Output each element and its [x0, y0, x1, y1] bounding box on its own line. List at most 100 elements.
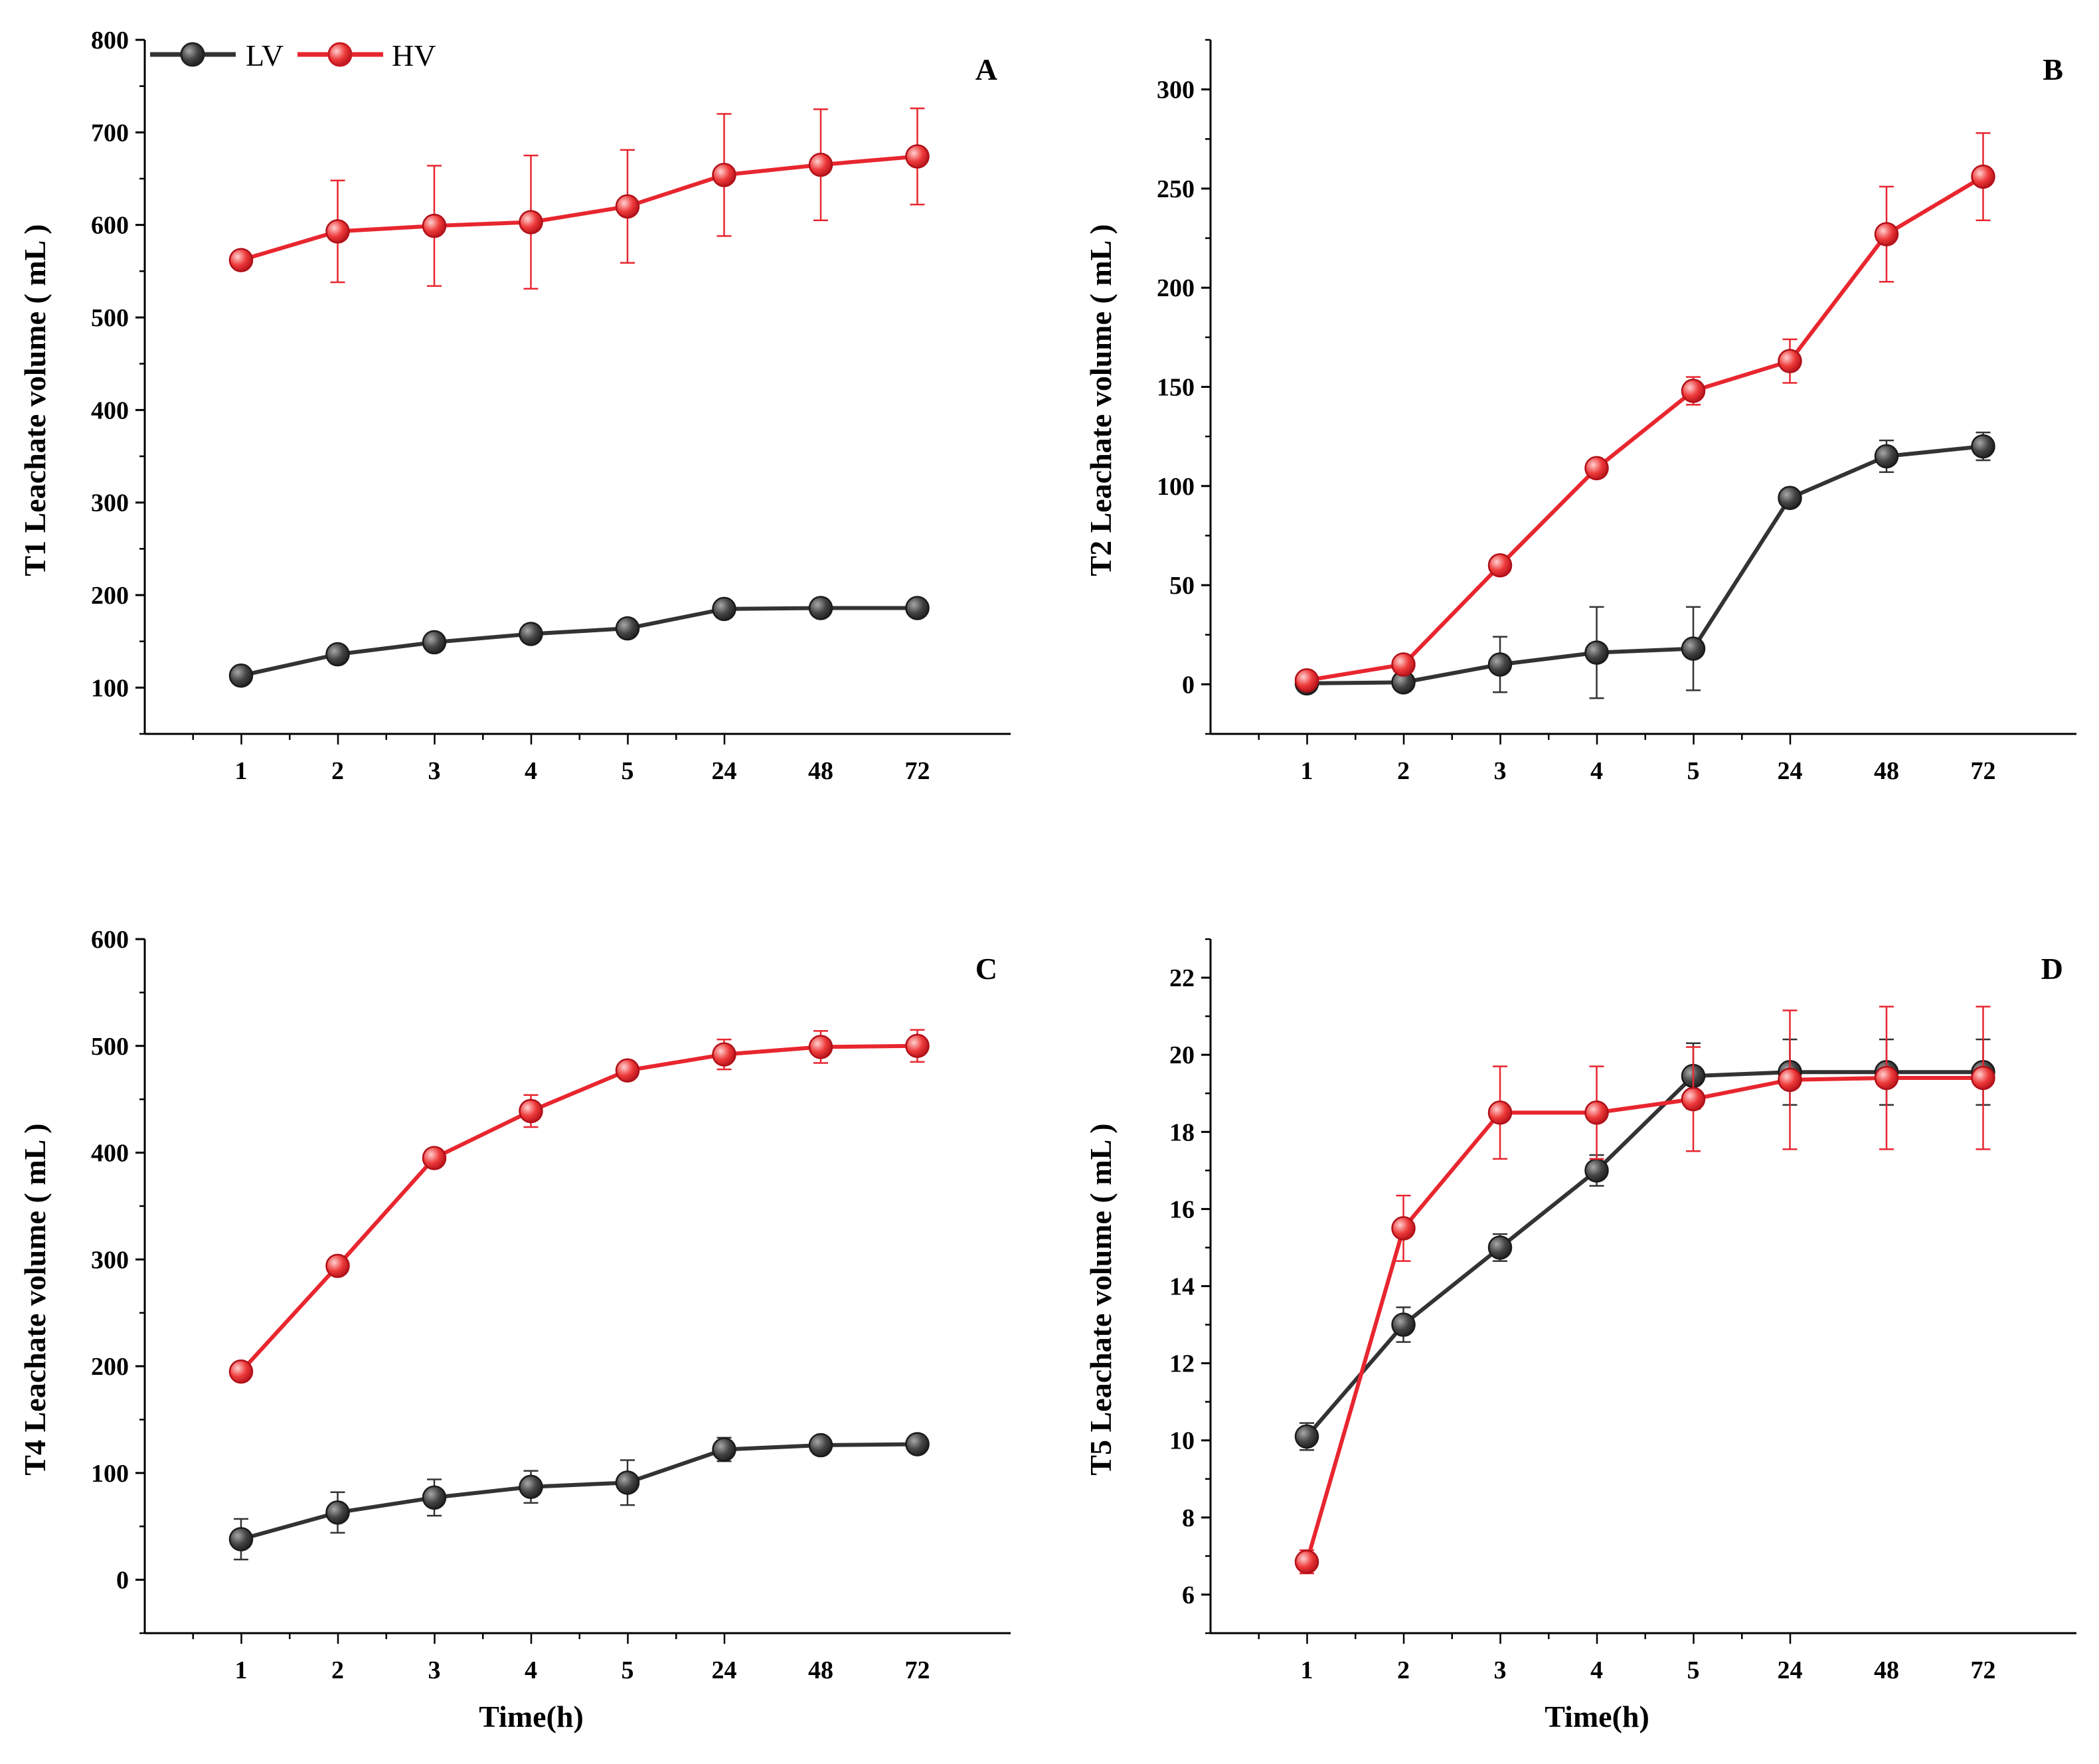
y-tick-label: 6 — [1182, 1581, 1195, 1609]
y-tick-label: 16 — [1169, 1195, 1195, 1223]
y-tick-label: 600 — [91, 212, 129, 240]
series-hv — [228, 1029, 930, 1384]
x-tick-label: 2 — [1397, 1656, 1410, 1684]
y-tick-label: 14 — [1169, 1273, 1195, 1301]
series-hv — [228, 107, 930, 290]
y-tick-label: 200 — [91, 1353, 129, 1381]
y-tick-label: 400 — [91, 397, 129, 424]
data-point — [712, 1437, 736, 1462]
legend-hv-marker — [327, 42, 353, 67]
data-point — [808, 1035, 833, 1059]
x-tick-label: 5 — [622, 757, 634, 785]
data-point — [1584, 1158, 1609, 1183]
data-point — [325, 1253, 350, 1279]
data-point — [1294, 1424, 1319, 1449]
data-point — [1681, 379, 1706, 403]
x-tick-label: 24 — [712, 757, 737, 785]
data-point — [519, 210, 543, 234]
data-point — [1487, 1101, 1513, 1125]
data-point — [325, 1500, 350, 1525]
series-lv — [228, 1432, 930, 1561]
data-point — [615, 1470, 640, 1495]
x-tick-label: 1 — [1301, 1656, 1313, 1684]
data-point — [1681, 636, 1706, 661]
y-tick-label: 300 — [1157, 76, 1195, 104]
data-point — [1971, 164, 1995, 189]
panel-letter: B — [2043, 52, 2063, 86]
panel-letter: A — [975, 52, 997, 86]
series-lv — [228, 596, 930, 688]
data-point — [325, 642, 350, 667]
data-point — [1681, 1087, 1706, 1112]
x-tick-label: 4 — [525, 757, 537, 785]
legend-hv-label: HV — [392, 39, 436, 72]
data-point — [1874, 222, 1899, 246]
series-line — [239, 1043, 918, 1373]
x-tick-label: 1 — [1301, 757, 1313, 785]
data-point — [1487, 652, 1513, 677]
y-axis-title: T2 Leachate volume ( mL ) — [1084, 224, 1118, 576]
x-tick-label: 48 — [808, 1656, 833, 1684]
y-tick-label: 22 — [1169, 964, 1195, 992]
series-lv — [1294, 431, 1995, 699]
data-point — [519, 1099, 543, 1124]
legend: LV HV — [150, 39, 436, 72]
series-hv — [1294, 132, 1995, 693]
data-point — [422, 1485, 447, 1510]
y-tick-label: 200 — [91, 582, 129, 610]
x-tick-label: 3 — [428, 757, 441, 785]
x-tick-label: 48 — [808, 757, 833, 785]
panel-letter: C — [975, 952, 997, 986]
data-point — [1584, 1101, 1609, 1125]
data-point — [228, 248, 254, 272]
data-point — [1584, 640, 1609, 665]
data-point — [905, 144, 930, 169]
x-tick-label: 48 — [1874, 1656, 1899, 1684]
data-point — [615, 1058, 640, 1083]
data-point — [1294, 1549, 1319, 1574]
data-point — [1778, 485, 1802, 510]
x-tick-label: 72 — [1971, 757, 1996, 785]
data-point — [228, 1359, 254, 1384]
series-line — [1305, 1070, 1983, 1438]
y-tick-label: 8 — [1182, 1504, 1195, 1532]
y-tick-label: 0 — [116, 1567, 129, 1595]
series-line — [1306, 175, 1985, 683]
data-point — [1391, 1312, 1416, 1337]
x-tick-label: 72 — [1971, 1656, 1996, 1684]
y-tick-label: 10 — [1169, 1427, 1195, 1455]
y-axis-title: T4 Leachate volume ( mL ) — [18, 1123, 52, 1475]
y-tick-label: 400 — [91, 1140, 129, 1168]
data-point — [1294, 668, 1319, 693]
y-tick-label: 20 — [1169, 1041, 1195, 1069]
data-point — [712, 163, 736, 187]
series-hv — [1294, 1006, 1995, 1575]
y-tick-label: 200 — [1157, 274, 1195, 302]
y-tick-label: 150 — [1157, 374, 1195, 402]
data-point — [325, 219, 350, 244]
y-tick-label: 100 — [91, 674, 129, 702]
panel-a: 100 200 300 400 500 600 700 800 1 2 3 4 5 24 48 72 T1 Le… — [18, 27, 1011, 785]
x-tick-label: 5 — [622, 1656, 634, 1684]
y-tick-label: 50 — [1169, 572, 1195, 600]
series-line — [240, 154, 918, 262]
x-tick-label: 72 — [905, 757, 930, 785]
y-tick-label: 500 — [91, 1033, 129, 1061]
data-point — [1874, 444, 1899, 469]
data-point — [615, 194, 640, 219]
data-point — [1778, 1067, 1802, 1093]
data-point — [422, 213, 447, 238]
data-point — [905, 1033, 930, 1059]
x-tick-label: 72 — [905, 1656, 930, 1684]
y-tick-label: 12 — [1169, 1350, 1195, 1378]
data-point — [808, 152, 833, 177]
data-point — [712, 1042, 736, 1067]
y-tick-label: 700 — [91, 119, 129, 147]
x-tick-label: 1 — [235, 757, 248, 785]
data-point — [905, 1432, 930, 1456]
data-point — [1971, 1065, 1995, 1091]
data-point — [422, 630, 447, 655]
x-tick-label: 3 — [1494, 757, 1507, 785]
